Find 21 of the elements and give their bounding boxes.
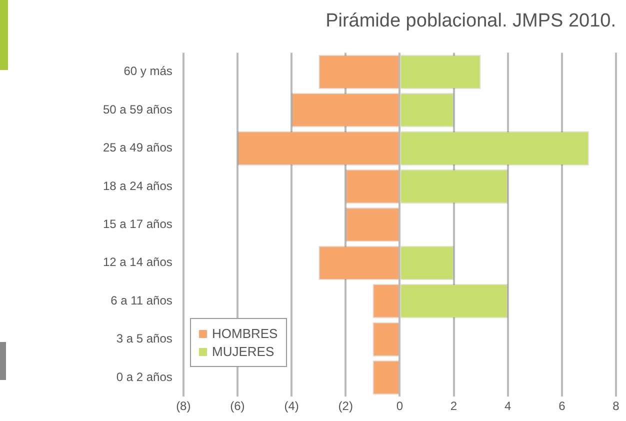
x-tick-label: (6) [230,399,245,414]
x-tick-label: 0 [396,399,404,414]
y-tick-label: 15 a 17 años [102,217,172,232]
y-tick-label: 6 a 11 años [110,293,172,308]
x-tick-label: (4) [284,399,299,414]
x-tick-label: 8 [612,399,620,414]
y-tick-label: 18 a 24 años [102,178,172,193]
x-tick-label: 2 [450,399,458,414]
y-tick-label: 25 a 49 años [102,140,172,155]
x-tick-label: 6 [558,399,566,414]
chart-title: Pirámide poblacional. JMPS 2010. [326,10,616,32]
y-tick-label: 0 a 2 años [116,370,172,384]
legend-label: HOMBRES [212,326,278,341]
y-tick-label: 60 y más [124,64,172,78]
legend-label: MUJERES [212,344,274,359]
x-tick-label: 4 [504,399,512,414]
x-tick-label: (8) [176,399,191,414]
y-tick-label: 3 a 5 años [116,332,172,346]
y-tick-label: 12 a 14 años [102,255,172,270]
x-tick-label: (2) [338,399,353,414]
y-tick-label: 50 a 59 años [102,102,172,116]
